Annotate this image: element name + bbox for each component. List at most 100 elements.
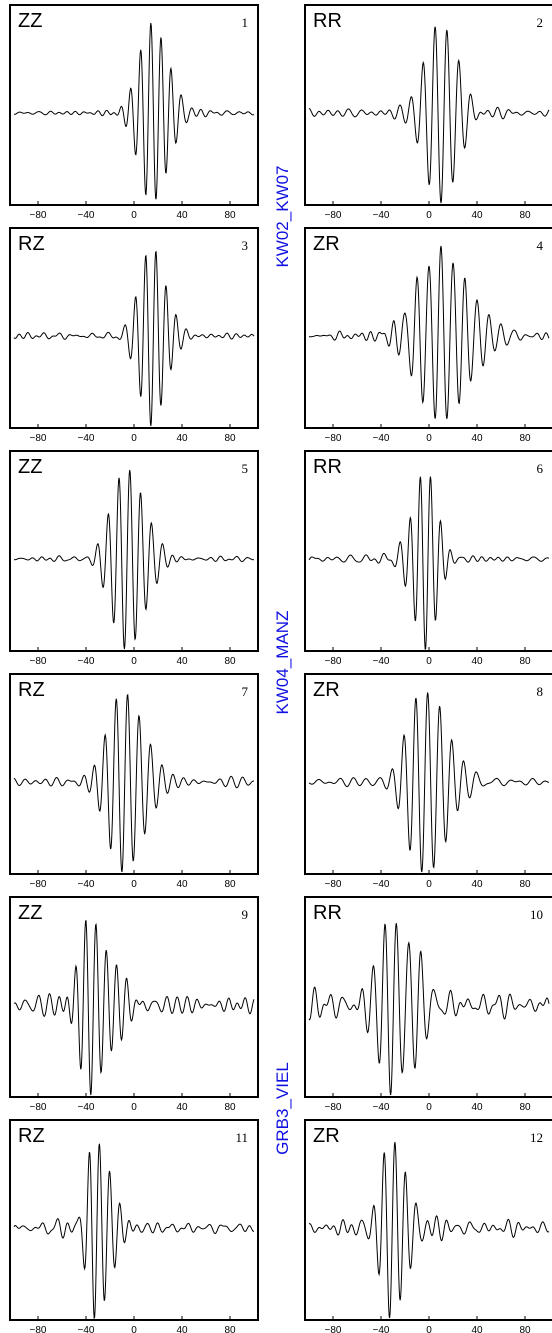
panel-number-12: 12 xyxy=(530,1130,543,1145)
waveform-trace-2 xyxy=(308,26,550,204)
component-label-11: RZ xyxy=(18,1125,45,1147)
x-tick-label-9-3: 40 xyxy=(176,1102,188,1113)
x-tick-label-3-4: 80 xyxy=(224,433,236,444)
x-tick-label-10-1: −40 xyxy=(373,1102,390,1113)
station-label-0: KW02_KW07 xyxy=(273,165,292,267)
x-tick-label-10-4: 80 xyxy=(519,1102,531,1113)
x-tick-label-3-3: 40 xyxy=(176,433,188,444)
panel-number-1: 1 xyxy=(242,15,249,30)
x-tick-label-1-0: −80 xyxy=(30,210,47,221)
waveform-trace-5 xyxy=(13,469,255,650)
x-tick-label-2-0: −80 xyxy=(325,210,342,221)
x-tick-label-11-0: −80 xyxy=(30,1325,47,1333)
x-tick-label-1-2: 0 xyxy=(131,210,137,221)
x-tick-label-11-4: 80 xyxy=(224,1325,236,1333)
x-tick-label-4-3: 40 xyxy=(471,433,483,444)
x-tick-label-5-4: 80 xyxy=(224,656,236,667)
x-tick-label-2-2: 0 xyxy=(426,210,432,221)
panel-number-2: 2 xyxy=(537,15,544,30)
x-tick-label-12-3: 40 xyxy=(471,1325,483,1333)
component-label-2: RR xyxy=(313,10,342,32)
waveform-trace-3 xyxy=(13,250,255,427)
x-tick-label-11-3: 40 xyxy=(176,1325,188,1333)
waveform-trace-6 xyxy=(308,476,550,650)
x-tick-label-11-2: 0 xyxy=(131,1325,137,1333)
waveform-trace-9 xyxy=(13,919,255,1096)
panel-number-9: 9 xyxy=(242,907,249,922)
waveform-trace-7 xyxy=(13,693,255,873)
x-tick-label-12-0: −80 xyxy=(325,1325,342,1333)
x-tick-label-9-4: 80 xyxy=(224,1102,236,1113)
station-label-2: GRB3_VIEL xyxy=(273,1062,292,1155)
component-label-12: ZR xyxy=(313,1125,340,1147)
panel-number-4: 4 xyxy=(537,238,544,253)
x-tick-label-8-4: 80 xyxy=(519,879,531,890)
x-tick-label-4-4: 80 xyxy=(519,433,531,444)
panel-number-3: 3 xyxy=(242,238,249,253)
x-tick-label-9-0: −80 xyxy=(30,1102,47,1113)
x-tick-label-2-4: 80 xyxy=(519,210,531,221)
x-tick-label-5-2: 0 xyxy=(131,656,137,667)
x-tick-label-5-1: −40 xyxy=(78,656,95,667)
x-tick-label-6-2: 0 xyxy=(426,656,432,667)
x-tick-label-2-1: −40 xyxy=(373,210,390,221)
component-label-5: ZZ xyxy=(18,456,42,478)
x-tick-label-4-2: 0 xyxy=(426,433,432,444)
waveform-trace-1 xyxy=(13,22,255,200)
x-tick-label-8-3: 40 xyxy=(471,879,483,890)
x-tick-label-11-1: −40 xyxy=(78,1325,95,1333)
panel-frame-11 xyxy=(9,1119,259,1321)
x-tick-label-4-0: −80 xyxy=(325,433,342,444)
x-tick-label-1-3: 40 xyxy=(176,210,188,221)
x-tick-label-12-2: 0 xyxy=(426,1325,432,1333)
panel-number-8: 8 xyxy=(537,684,544,699)
x-tick-label-3-2: 0 xyxy=(131,433,137,444)
x-tick-label-5-0: −80 xyxy=(30,656,47,667)
component-label-9: ZZ xyxy=(18,902,42,924)
x-tick-label-3-1: −40 xyxy=(78,433,95,444)
x-tick-label-2-3: 40 xyxy=(471,210,483,221)
waveform-trace-12 xyxy=(308,1141,550,1319)
component-label-1: ZZ xyxy=(18,10,42,32)
x-tick-label-8-0: −80 xyxy=(325,879,342,890)
panel-number-5: 5 xyxy=(242,461,249,476)
x-tick-label-5-3: 40 xyxy=(176,656,188,667)
component-label-8: ZR xyxy=(313,679,340,701)
component-label-4: ZR xyxy=(313,233,340,255)
panel-frame-4 xyxy=(304,227,552,429)
x-tick-label-10-3: 40 xyxy=(471,1102,483,1113)
x-tick-label-7-2: 0 xyxy=(131,879,137,890)
x-tick-label-3-0: −80 xyxy=(30,433,47,444)
waveform-trace-8 xyxy=(308,692,550,873)
x-tick-label-7-0: −80 xyxy=(30,879,47,890)
panel-frame-9 xyxy=(9,896,259,1098)
x-tick-label-8-2: 0 xyxy=(426,879,432,890)
x-tick-label-6-1: −40 xyxy=(373,656,390,667)
x-tick-label-7-3: 40 xyxy=(176,879,188,890)
x-tick-label-12-4: 80 xyxy=(519,1325,531,1333)
x-tick-label-7-1: −40 xyxy=(78,879,95,890)
x-tick-label-4-1: −40 xyxy=(373,433,390,444)
x-tick-label-6-4: 80 xyxy=(519,656,531,667)
x-tick-label-6-3: 40 xyxy=(471,656,483,667)
x-tick-label-9-2: 0 xyxy=(131,1102,137,1113)
x-tick-label-10-0: −80 xyxy=(325,1102,342,1113)
x-tick-label-1-4: 80 xyxy=(224,210,236,221)
component-label-10: RR xyxy=(313,902,342,924)
waveform-trace-11 xyxy=(13,1143,255,1320)
x-tick-label-1-1: −40 xyxy=(78,210,95,221)
component-label-7: RZ xyxy=(18,679,45,701)
x-tick-label-9-1: −40 xyxy=(78,1102,95,1113)
component-label-3: RZ xyxy=(18,233,45,255)
x-tick-label-8-1: −40 xyxy=(373,879,390,890)
waveform-trace-10 xyxy=(308,923,550,1096)
x-tick-label-6-0: −80 xyxy=(325,656,342,667)
panel-number-7: 7 xyxy=(242,684,249,699)
x-tick-label-7-4: 80 xyxy=(224,879,236,890)
panel-number-11: 11 xyxy=(235,1130,248,1145)
panel-frame-3 xyxy=(9,227,259,429)
x-tick-label-10-2: 0 xyxy=(426,1102,432,1113)
station-label-1: KW04_MANZ xyxy=(273,611,292,715)
panel-number-10: 10 xyxy=(530,907,543,922)
